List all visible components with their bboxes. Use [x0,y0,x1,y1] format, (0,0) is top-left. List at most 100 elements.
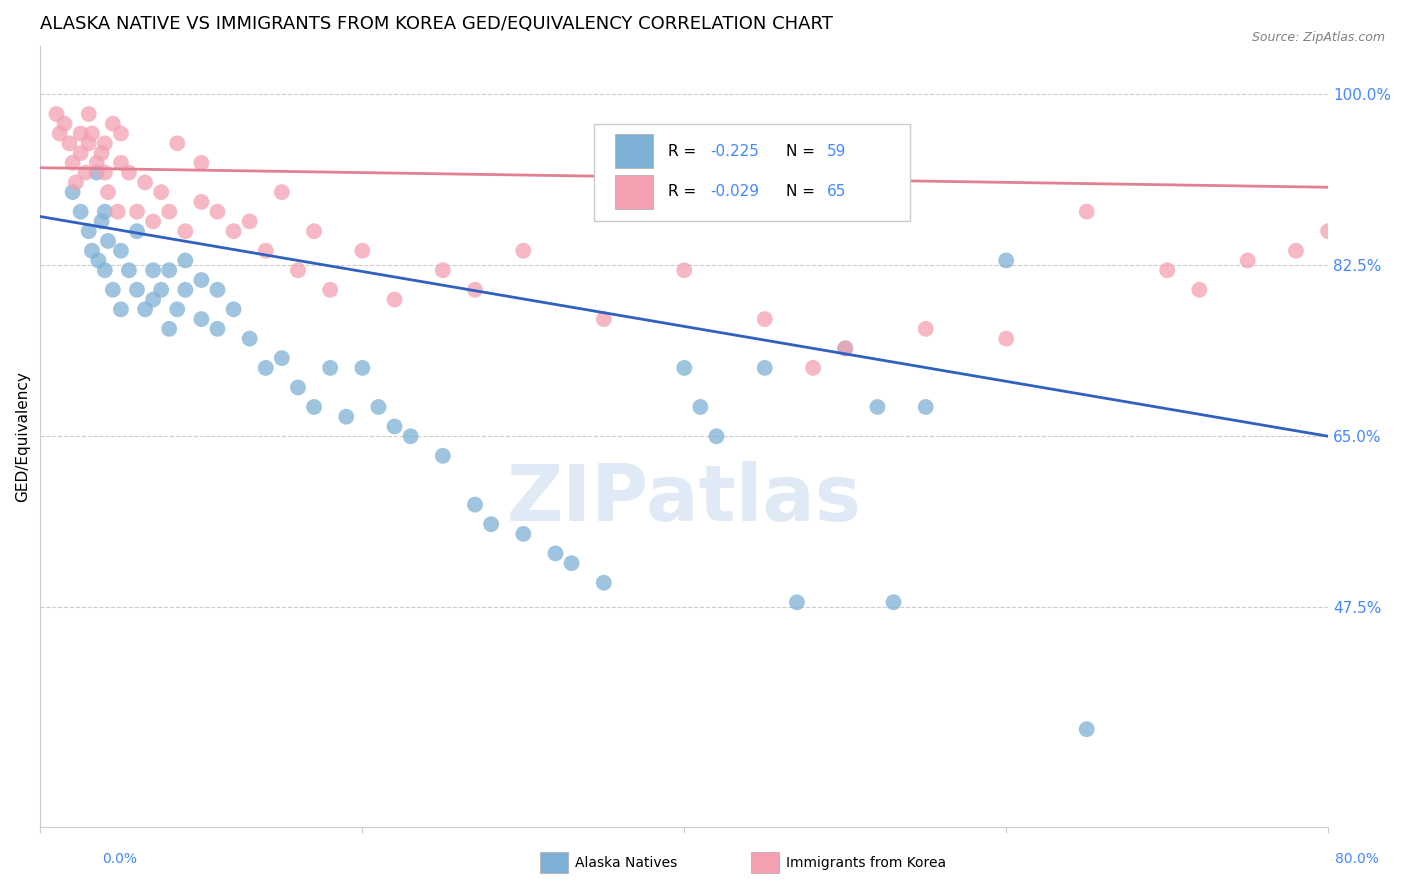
Point [80,244,103,258]
Point [134,302,156,317]
Point [673,360,696,375]
Point [689,400,711,414]
Point [90,214,112,228]
Point [157,263,180,277]
Point [1398,283,1406,297]
Point [190,312,212,326]
Point [1365,263,1388,277]
Point [512,244,534,258]
Point [866,400,889,414]
Point [69,127,91,141]
Point [1156,263,1178,277]
Point [110,156,132,170]
Point [134,175,156,189]
Point [87,253,110,268]
Text: 0.0%: 0.0% [103,852,136,866]
Point [1285,244,1308,258]
Point [319,360,342,375]
Point [69,146,91,161]
Point [125,204,148,219]
Point [1076,722,1098,736]
Point [464,498,486,512]
Text: Immigrants from Korea: Immigrants from Korea [786,855,946,870]
Point [995,332,1018,346]
Point [432,263,454,277]
Point [48,127,70,141]
Point [94,136,117,151]
Text: 65: 65 [827,185,846,199]
Point [53,117,76,131]
Point [222,224,245,238]
Point [592,312,614,326]
Point [86,166,108,180]
Point [150,185,173,199]
Point [58,136,80,151]
Point [174,283,197,297]
Point [1317,224,1340,238]
Point [174,224,197,238]
Point [110,302,132,317]
Point [270,185,292,199]
Y-axis label: GED/Equivalency: GED/Equivalency [15,371,30,501]
Point [77,107,100,121]
Point [883,595,905,609]
Point [86,156,108,170]
Point [69,204,91,219]
Point [834,342,856,356]
Point [801,360,824,375]
Point [142,263,165,277]
Point [512,527,534,541]
Point [142,293,165,307]
Point [592,575,614,590]
Point [302,224,325,238]
Point [77,136,100,151]
Text: -0.225: -0.225 [710,144,759,159]
Point [302,400,325,414]
Point [432,449,454,463]
Text: 80.0%: 80.0% [1334,852,1379,866]
Text: 59: 59 [827,144,846,159]
Point [479,517,502,532]
Point [157,322,180,336]
Point [319,283,342,297]
Point [239,332,262,346]
Point [287,380,309,394]
Point [335,409,357,424]
Text: Source: ZipAtlas.com: Source: ZipAtlas.com [1251,31,1385,45]
Point [190,156,212,170]
Point [1188,283,1211,297]
Point [352,244,374,258]
Point [464,283,486,297]
Point [80,127,103,141]
Point [110,127,132,141]
Point [118,166,141,180]
Point [1350,244,1372,258]
FancyBboxPatch shape [595,124,910,221]
Point [786,595,808,609]
Text: ZIPatlas: ZIPatlas [506,461,862,537]
Point [1076,204,1098,219]
Point [90,146,112,161]
Point [125,224,148,238]
Point [142,214,165,228]
Point [118,263,141,277]
Point [75,166,97,180]
Point [673,263,696,277]
Point [995,253,1018,268]
Point [107,204,129,219]
Point [384,419,406,434]
Point [399,429,422,443]
Point [544,546,567,560]
Point [914,322,936,336]
Point [94,263,117,277]
Point [94,166,117,180]
Point [254,244,277,258]
FancyBboxPatch shape [614,175,654,209]
Point [190,194,212,209]
Point [110,244,132,258]
Point [101,117,124,131]
Point [125,283,148,297]
Point [190,273,212,287]
Point [207,204,229,219]
Point [914,400,936,414]
